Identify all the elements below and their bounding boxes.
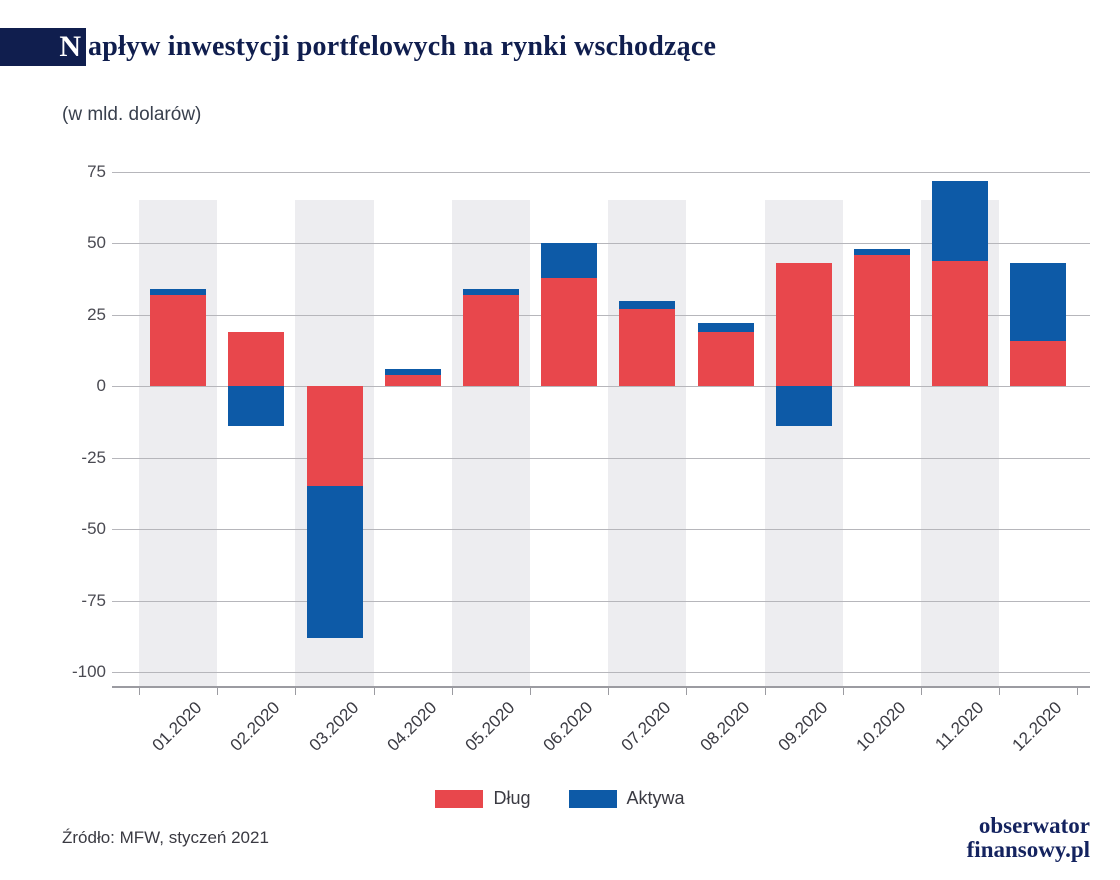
y-axis-tick-label: 0 <box>96 376 106 396</box>
x-axis-line <box>112 686 1090 688</box>
legend-swatch <box>435 789 484 808</box>
title-initial-box: N <box>0 28 86 66</box>
x-axis-tick <box>295 688 297 695</box>
x-axis-tick <box>373 688 375 695</box>
x-axis-tick <box>842 688 844 695</box>
bar-segment <box>462 294 519 387</box>
title-initial: N <box>59 30 81 63</box>
x-axis-tick <box>451 688 453 695</box>
x-axis-tick-label: 12.2020 <box>1008 698 1066 755</box>
legend-label: Aktywa <box>626 788 685 808</box>
x-axis-tick <box>139 688 140 695</box>
legend-label: Dług <box>493 788 531 808</box>
bar-segment <box>228 332 285 387</box>
brand-logo: obserwator finansowy.pl <box>967 814 1090 862</box>
x-axis-tick-label: 01.2020 <box>148 698 206 755</box>
bar-segment <box>932 260 989 387</box>
bar-segment <box>462 289 519 295</box>
chart-legend: Dług Aktywa <box>0 788 1120 809</box>
x-axis-tick <box>999 688 1001 695</box>
brand-logo-line1: obserwator <box>978 813 1090 838</box>
gridline <box>112 529 1090 531</box>
x-axis-tick <box>530 688 531 695</box>
gridline <box>112 457 1090 459</box>
gridline <box>112 172 1090 173</box>
y-axis-tick-label: 50 <box>87 233 106 253</box>
gridline <box>112 386 1090 388</box>
x-axis-tick-label: 10.2020 <box>852 698 910 755</box>
legend-swatch <box>568 789 617 808</box>
x-axis-tick <box>686 688 688 695</box>
bar-segment <box>619 300 676 310</box>
y-axis-tick-label: -50 <box>81 519 106 539</box>
bar-segment <box>619 309 676 387</box>
bar-segment <box>384 374 441 387</box>
bar-segment <box>150 289 207 295</box>
x-axis-tick-label: 06.2020 <box>539 698 597 755</box>
title-text: apływ inwestycji portfelowych na rynki w… <box>88 31 717 62</box>
x-axis-tick <box>608 688 610 695</box>
brand-logo-line2: finansowy.pl <box>966 836 1090 862</box>
bar-segment <box>853 249 910 255</box>
axis-unit-label: (w mld. dolarów) <box>62 104 202 125</box>
x-axis-tick <box>1077 688 1079 695</box>
bar-segment <box>775 386 832 427</box>
bar-segment <box>228 386 285 427</box>
column-band <box>139 200 218 686</box>
bar-segment <box>697 332 754 387</box>
x-axis-tick-label: 11.2020 <box>931 698 988 755</box>
gridline <box>112 243 1090 245</box>
x-axis-tick-label: 08.2020 <box>696 698 753 755</box>
bar-segment <box>1010 263 1067 341</box>
x-axis-tick-label: 09.2020 <box>774 698 832 755</box>
bar-segment <box>384 369 441 375</box>
x-axis-tick-label: 03.2020 <box>305 698 362 755</box>
legend-item: Aktywa <box>568 788 685 809</box>
x-axis-tick <box>921 688 922 695</box>
column-band <box>451 200 530 686</box>
bar-segment <box>150 294 207 387</box>
source-note: Źródło: MFW, styczeń 2021 <box>62 828 269 847</box>
column-band <box>608 200 687 686</box>
bar-segment <box>853 254 910 387</box>
bar-segment <box>775 263 832 387</box>
bar-segment <box>541 277 598 387</box>
bar-segment <box>306 386 363 487</box>
x-axis-tick-label: 04.2020 <box>383 698 441 755</box>
y-axis-tick-label: -75 <box>81 590 106 610</box>
bar-segment <box>1010 340 1067 387</box>
gridline <box>112 672 1090 673</box>
bar-segment <box>306 486 363 638</box>
x-axis-tick-label: 05.2020 <box>461 698 519 755</box>
y-axis-tick-label: -25 <box>81 447 106 467</box>
x-axis-tick-label: 07.2020 <box>617 698 675 755</box>
gridline <box>112 314 1090 316</box>
x-axis-tick <box>764 688 766 695</box>
x-axis-tick-label: 02.2020 <box>226 698 284 755</box>
bar-segment <box>541 243 598 278</box>
x-axis-tick <box>217 688 219 695</box>
y-axis-tick-label: 75 <box>87 162 106 181</box>
bar-segment <box>697 323 754 332</box>
bar-segment <box>932 180 989 261</box>
gridline <box>112 600 1090 602</box>
page-title: N apływ inwestycji portfelowych na rynki… <box>0 28 716 66</box>
y-axis-tick-label: -100 <box>71 662 106 681</box>
y-axis-tick-label: 25 <box>87 304 106 324</box>
legend-item: Dług <box>435 788 531 809</box>
